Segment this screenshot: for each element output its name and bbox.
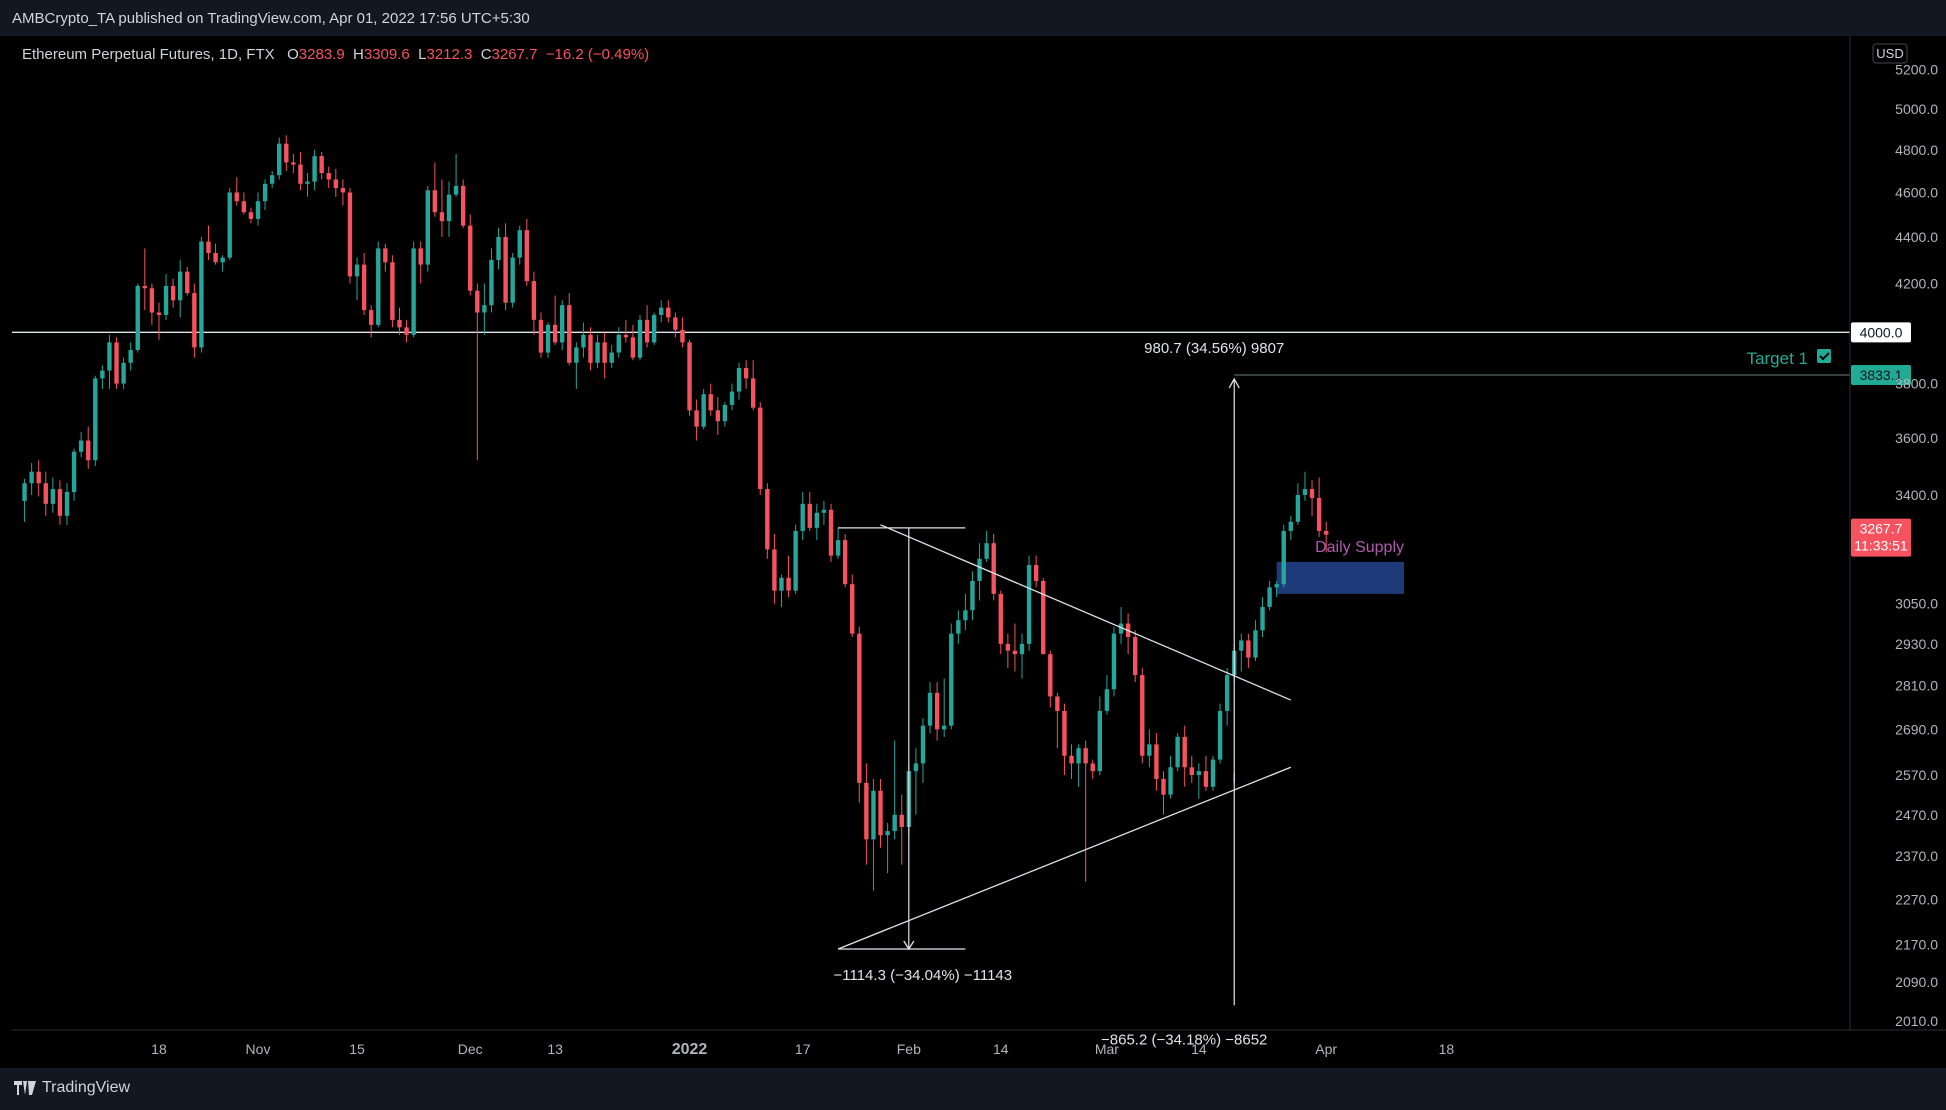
tradingview-logo[interactable]: TradingView — [14, 1079, 130, 1097]
close-value: 3267.7 — [491, 46, 538, 63]
tradingview-logo-icon — [14, 1081, 36, 1095]
high-label: H — [353, 46, 364, 63]
symbol-name[interactable]: Ethereum Perpetual Futures, 1D, FTX — [22, 46, 275, 63]
published-info: AMBCrypto_TA published on TradingView.co… — [12, 10, 530, 27]
low-value: 3212.3 — [426, 46, 473, 63]
close-label: C — [480, 46, 492, 63]
open-label: O — [287, 46, 299, 63]
publisher-bar — [0, 0, 1946, 36]
symbol-legend: Ethereum Perpetual Futures, 1D, FTX O328… — [22, 46, 649, 63]
chart-area[interactable] — [12, 36, 1946, 1068]
high-value: 3309.6 — [363, 46, 410, 63]
open-value: 3283.9 — [298, 46, 345, 63]
tradingview-brand: TradingView — [42, 1079, 131, 1096]
footer-bar — [0, 1068, 1946, 1110]
low-label: L — [418, 46, 427, 63]
change-value: −16.2 (−0.49%) — [545, 46, 650, 63]
